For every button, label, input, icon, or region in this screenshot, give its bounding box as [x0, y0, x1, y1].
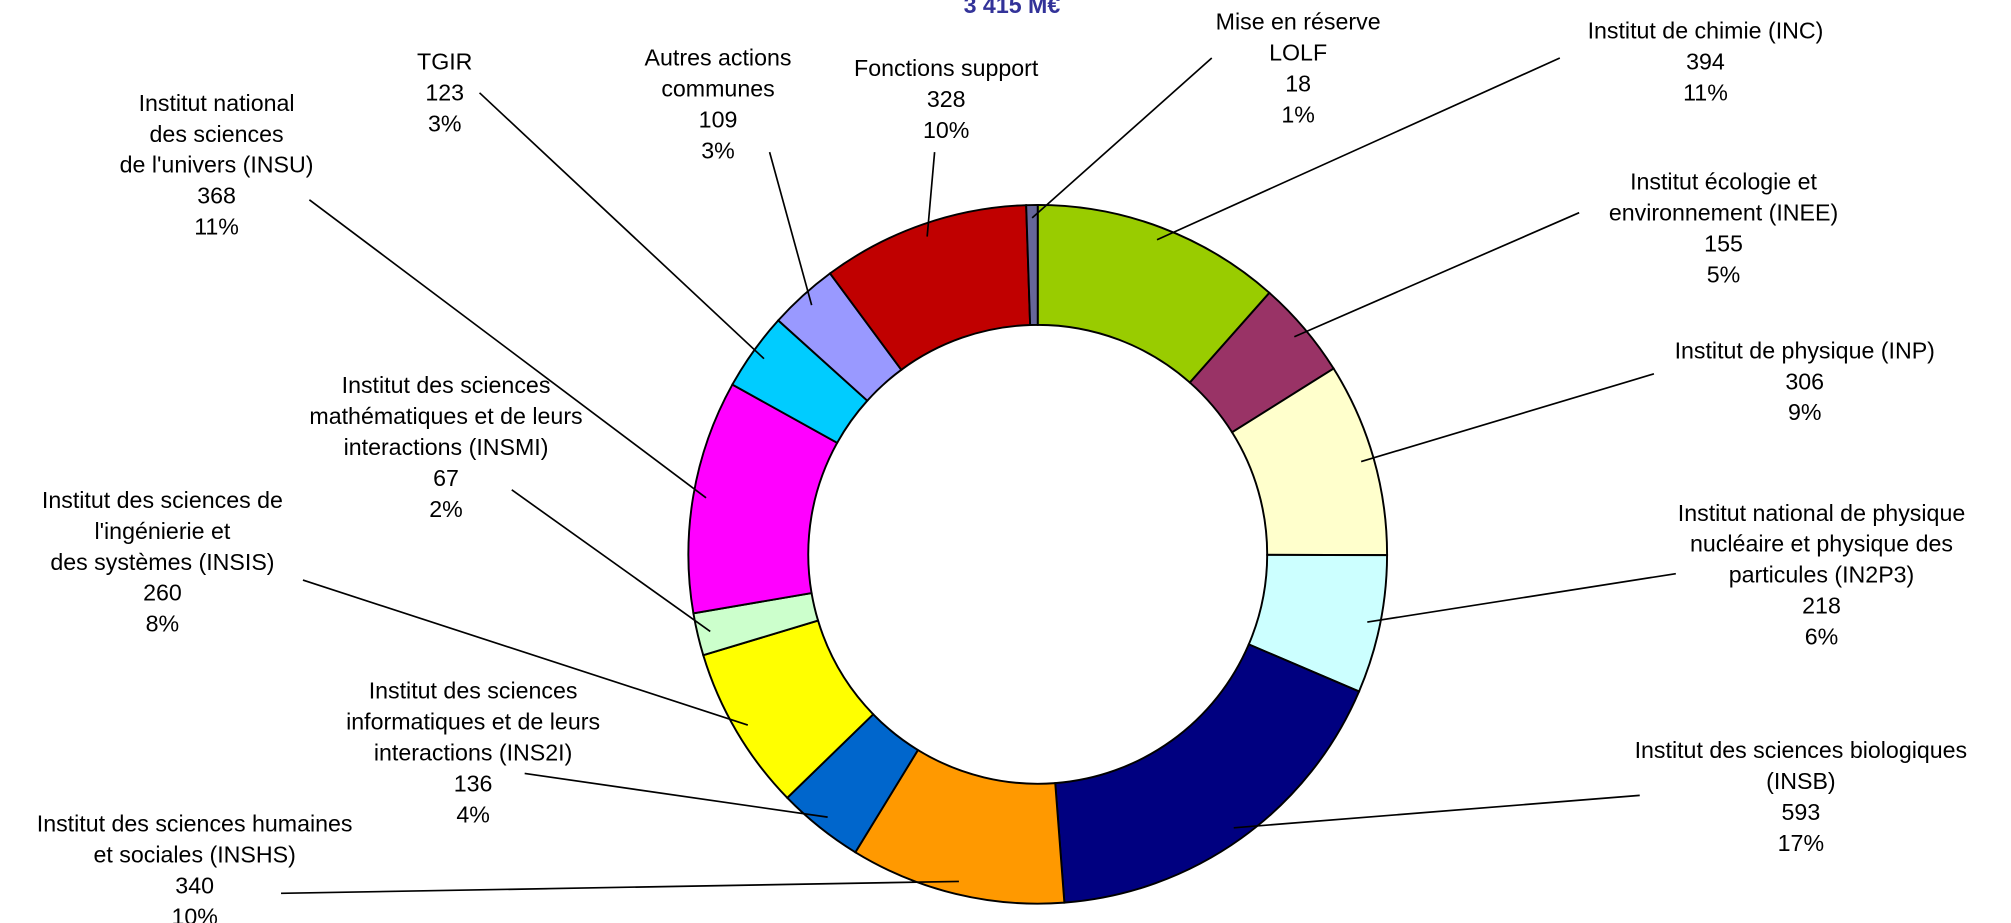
donut-slice: [1054, 643, 1361, 904]
leader-line: [1294, 211, 1580, 338]
label-line: Institut de chimie (INC): [1588, 18, 1824, 44]
value-label: 260: [143, 580, 182, 606]
label-line: TGIR: [417, 49, 472, 75]
value-label: 328: [927, 86, 966, 112]
value-label: 136: [454, 771, 493, 797]
label-line: Institut écologie et: [1630, 168, 1817, 194]
percent-label: 10%: [923, 117, 969, 143]
label-line: communes: [661, 76, 774, 102]
leader-line: [478, 92, 765, 360]
slice-label: Institut national des sciences de l'univer…: [120, 90, 314, 240]
label-line: Autres actions: [645, 45, 792, 71]
label-line: informatiques et de leurs: [346, 709, 600, 735]
label-line: LOLF: [1269, 40, 1327, 66]
value-label: 123: [425, 80, 464, 106]
leader-line: [524, 772, 828, 818]
percent-label: 2%: [429, 496, 463, 522]
leader-line: [926, 152, 936, 237]
slice-label: Institut des sciences de l'ingénierie et d…: [42, 487, 283, 637]
percent-label: 5%: [1707, 261, 1741, 287]
percent-label: 3%: [428, 110, 462, 136]
slice-label: Mise en réserve LOLF 18 1%: [1216, 9, 1381, 128]
slice-label: Institut des sciences biologiques (INSB) 5…: [1635, 737, 1968, 856]
slice-label: Institut écologie et environnement (INEE)…: [1609, 168, 1838, 287]
percent-label: 9%: [1788, 399, 1822, 425]
slice-label: Institut national de physique nucléaire e…: [1678, 500, 1965, 650]
label-line: Institut national: [139, 90, 295, 116]
slice-label: Fonctions support 328 10%: [854, 55, 1039, 143]
slice-label: Autres actions communes 109 3%: [645, 45, 792, 164]
slice-label: Institut de physique (INP) 306 9%: [1675, 337, 1935, 425]
leader-line: [1031, 57, 1213, 219]
label-line: Institut national de physique: [1678, 500, 1965, 526]
percent-label: 6%: [1805, 624, 1839, 650]
value-label: 368: [197, 183, 236, 209]
label-line: particules (IN2P3): [1729, 562, 1915, 588]
value-label: 593: [1782, 799, 1821, 825]
percent-label: 10%: [171, 903, 217, 923]
leader-line: [1367, 572, 1676, 623]
percent-label: 4%: [456, 801, 490, 827]
value-label: 155: [1704, 230, 1743, 256]
chart-title: 3 415 M€: [964, 0, 1061, 18]
label-line: l'ingénierie et: [94, 518, 230, 544]
percent-label: 17%: [1778, 830, 1824, 856]
value-label: 109: [699, 107, 738, 133]
leader-line: [511, 489, 711, 633]
leader-line: [768, 151, 813, 306]
label-line: Mise en réserve: [1216, 9, 1381, 35]
label-line: Institut des sciences de: [42, 487, 283, 513]
percent-label: 11%: [1683, 80, 1728, 106]
label-line: interactions (INS2I): [374, 740, 572, 766]
label-line: Institut de physique (INP): [1675, 337, 1935, 363]
slice-label: Institut de chimie (INC) 394 11%: [1588, 18, 1824, 106]
value-label: 18: [1285, 71, 1311, 97]
label-line: nucléaire et physique des: [1690, 531, 1953, 557]
percent-label: 11%: [194, 214, 239, 240]
percent-label: 1%: [1281, 101, 1315, 127]
value-label: 218: [1802, 593, 1841, 619]
percent-label: 3%: [701, 138, 735, 164]
slice-label: Institut des sciences humaines et sociale…: [37, 810, 353, 923]
label-line: mathématiques et de leurs: [309, 403, 582, 429]
label-line: (INSB): [1766, 768, 1836, 794]
slice-label: Institut des sciences informatiques et de…: [346, 678, 600, 828]
leader-line: [308, 199, 707, 499]
donut-slice: [1025, 204, 1039, 326]
label-line: Institut des sciences: [369, 678, 578, 704]
label-line: Fonctions support: [854, 55, 1039, 81]
percent-label: 8%: [146, 611, 180, 637]
label-line: environnement (INEE): [1609, 199, 1838, 225]
value-label: 394: [1686, 49, 1725, 75]
leader-line: [1233, 794, 1640, 829]
leader-line: [1360, 373, 1655, 463]
slice-label: TGIR 123 3%: [417, 49, 472, 137]
label-line: de l'univers (INSU): [120, 152, 314, 178]
slice-label: Institut des sciences mathématiques et de…: [309, 372, 582, 522]
label-line: et sociales (INSHS): [93, 841, 295, 867]
label-line: des sciences: [150, 121, 284, 147]
leader-line: [302, 579, 749, 726]
label-line: interactions (INSMI): [344, 434, 549, 460]
value-label: 340: [175, 872, 214, 898]
label-line: Institut des sciences biologiques: [1635, 737, 1968, 763]
value-label: 67: [433, 465, 459, 491]
value-label: 306: [1785, 368, 1824, 394]
label-line: des systèmes (INSIS): [50, 549, 274, 575]
leader-line: [281, 880, 959, 895]
leader-line: [1156, 57, 1561, 241]
label-line: Institut des sciences: [342, 372, 551, 398]
label-line: Institut des sciences humaines: [37, 810, 353, 836]
